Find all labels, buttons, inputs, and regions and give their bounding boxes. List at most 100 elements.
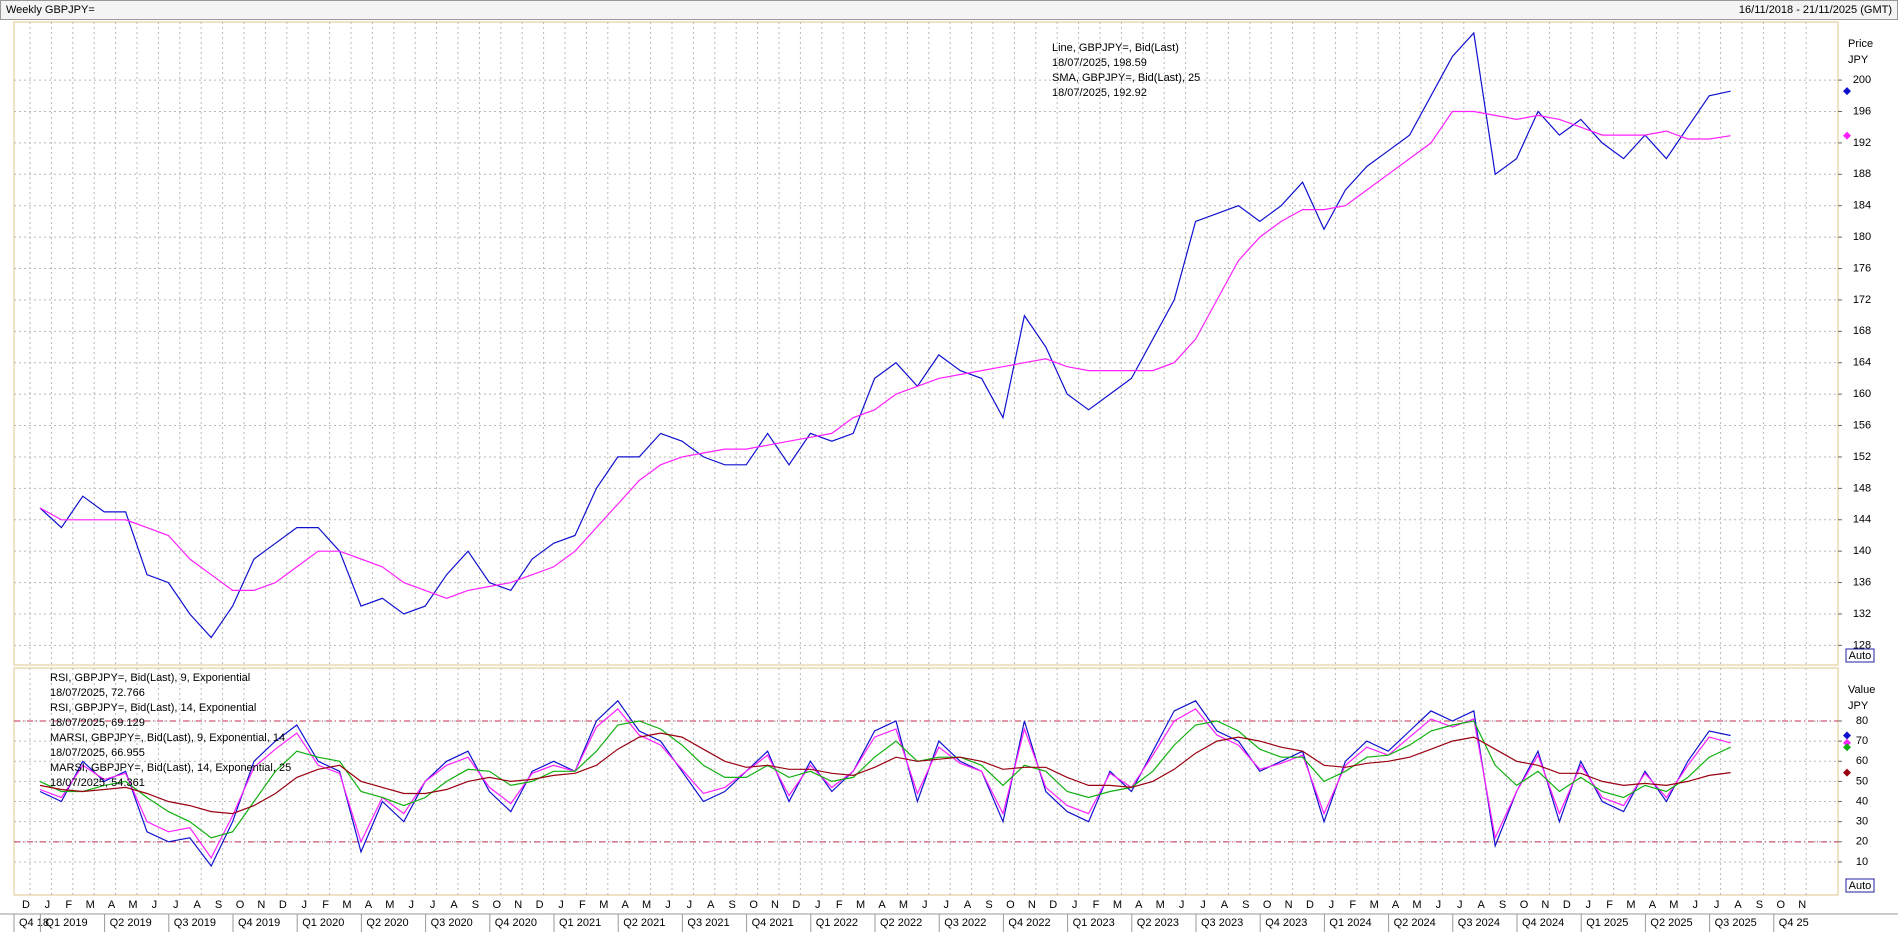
x-quarter-label: Q1 2022 <box>816 917 858 929</box>
legend-name: MARSI, GBPJPY=, Bid(Last), 9, Exponentia… <box>50 732 285 744</box>
x-quarter-label: Q4 25 <box>1779 917 1809 929</box>
legend-last-value: 18/07/2025, 192.92 <box>1052 87 1147 99</box>
x-month-label: A <box>707 899 715 911</box>
legend-name: SMA, GBPJPY=, Bid(Last), 25 <box>1052 72 1200 84</box>
x-quarter-label: Q3 2022 <box>944 917 986 929</box>
x-month-label: J <box>430 899 436 911</box>
last-value-marker <box>1843 131 1851 140</box>
y-tick-label: 20 <box>1856 836 1868 848</box>
x-quarter-label: Q1 2024 <box>1329 917 1371 929</box>
x-month-label: A <box>878 899 886 911</box>
x-month-label: M <box>1626 899 1635 911</box>
x-month-label: M <box>1113 899 1122 911</box>
x-month-label: J <box>815 899 821 911</box>
y-tick-label: 30 <box>1856 816 1868 828</box>
x-month-label: D <box>1563 899 1571 911</box>
x-month-label: M <box>1156 899 1165 911</box>
x-month-label: J <box>1714 899 1720 911</box>
x-month-label: J <box>1200 899 1206 911</box>
x-month-label: D <box>279 899 287 911</box>
series-line <box>39 110 1731 599</box>
x-month-label: J <box>408 899 414 911</box>
x-month-label: A <box>622 899 630 911</box>
series-line <box>39 732 1731 815</box>
y-tick-label: 10 <box>1856 856 1868 868</box>
x-month-label: S <box>729 899 736 911</box>
y-axis-unit: JPY <box>1848 54 1869 66</box>
x-month-label: J <box>687 899 693 911</box>
x-quarter-label: Q2 2019 <box>110 917 152 929</box>
series-line <box>39 31 1731 639</box>
y-tick-label: 128 <box>1853 639 1871 651</box>
x-month-label: O <box>1006 899 1015 911</box>
x-quarter-label: Q4 2020 <box>495 917 537 929</box>
x-quarter-label: Q3 2023 <box>1201 917 1243 929</box>
x-month-label: J <box>173 899 179 911</box>
y-tick-label: 184 <box>1853 200 1871 212</box>
last-value-marker <box>1843 731 1851 740</box>
y-tick-label: 176 <box>1853 262 1871 274</box>
legend-last-value: 18/07/2025, 66.955 <box>50 747 145 759</box>
x-month-label: M <box>899 899 908 911</box>
y-tick-label: 200 <box>1853 74 1871 86</box>
x-month-label: A <box>1392 899 1400 911</box>
x-quarter-label: Q3 2024 <box>1458 917 1500 929</box>
x-month-label: F <box>322 899 329 911</box>
x-month-label: D <box>536 899 544 911</box>
legend-name: RSI, GBPJPY=, Bid(Last), 9, Exponential <box>50 672 250 684</box>
x-month-label: O <box>236 899 245 911</box>
y-tick-label: 172 <box>1853 294 1871 306</box>
x-month-label: F <box>579 899 586 911</box>
x-quarter-label: Q1 2019 <box>45 917 87 929</box>
x-quarter-label: Q3 2020 <box>431 917 473 929</box>
x-month-label: S <box>1499 899 1506 911</box>
x-month-label: A <box>964 899 972 911</box>
x-month-label: M <box>856 899 865 911</box>
y-tick-label: 164 <box>1853 357 1871 369</box>
x-month-label: J <box>1585 899 1591 911</box>
y-tick-label: 80 <box>1856 715 1868 727</box>
x-month-label: J <box>558 899 564 911</box>
x-quarter-label: Q3 2021 <box>687 917 729 929</box>
x-month-label: N <box>257 899 265 911</box>
x-month-label: J <box>922 899 928 911</box>
auto-button[interactable] <box>1845 878 1875 893</box>
x-month-label: S <box>472 899 479 911</box>
y-tick-label: 148 <box>1853 482 1871 494</box>
x-quarter-label: Q2 2023 <box>1137 917 1179 929</box>
y-tick-label: 132 <box>1853 608 1871 620</box>
x-month-label: A <box>1649 899 1657 911</box>
x-month-label: J <box>1457 899 1463 911</box>
x-month-label: O <box>493 899 502 911</box>
last-value-marker <box>1843 738 1851 747</box>
panel-frame <box>13 21 1839 666</box>
x-month-label: N <box>1285 899 1293 911</box>
legend-last-value: 18/07/2025, 69.129 <box>50 717 145 729</box>
series-line <box>39 720 1731 839</box>
x-month-label: F <box>836 899 843 911</box>
header-bar <box>0 0 1898 20</box>
auto-button[interactable] <box>1845 648 1875 663</box>
x-quarter-label: Q1 2025 <box>1586 917 1628 929</box>
x-month-label: A <box>1135 899 1143 911</box>
y-tick-label: 60 <box>1856 755 1868 767</box>
x-quarter-label: Q4 2022 <box>1008 917 1050 929</box>
x-quarter-label: Q3 2025 <box>1715 917 1757 929</box>
x-quarter-label: Q2 2024 <box>1394 917 1436 929</box>
auto-button-label[interactable]: Auto <box>1849 880 1872 892</box>
legend-name: MARSI, GBPJPY=, Bid(Last), 14, Exponenti… <box>50 762 291 774</box>
legend-name: Line, GBPJPY=, Bid(Last) <box>1052 42 1179 54</box>
x-quarter-label: Q4 2024 <box>1522 917 1564 929</box>
x-month-label: J <box>1329 899 1335 911</box>
auto-button-label[interactable]: Auto <box>1849 650 1872 662</box>
x-quarter-label: Q3 2019 <box>174 917 216 929</box>
x-month-label: J <box>1072 899 1078 911</box>
x-month-label: O <box>1777 899 1786 911</box>
x-month-label: D <box>22 899 30 911</box>
x-month-label: A <box>1478 899 1486 911</box>
last-value-marker <box>1843 87 1851 96</box>
y-tick-label: 156 <box>1853 419 1871 431</box>
x-quarter-label: Q1 2023 <box>1073 917 1115 929</box>
